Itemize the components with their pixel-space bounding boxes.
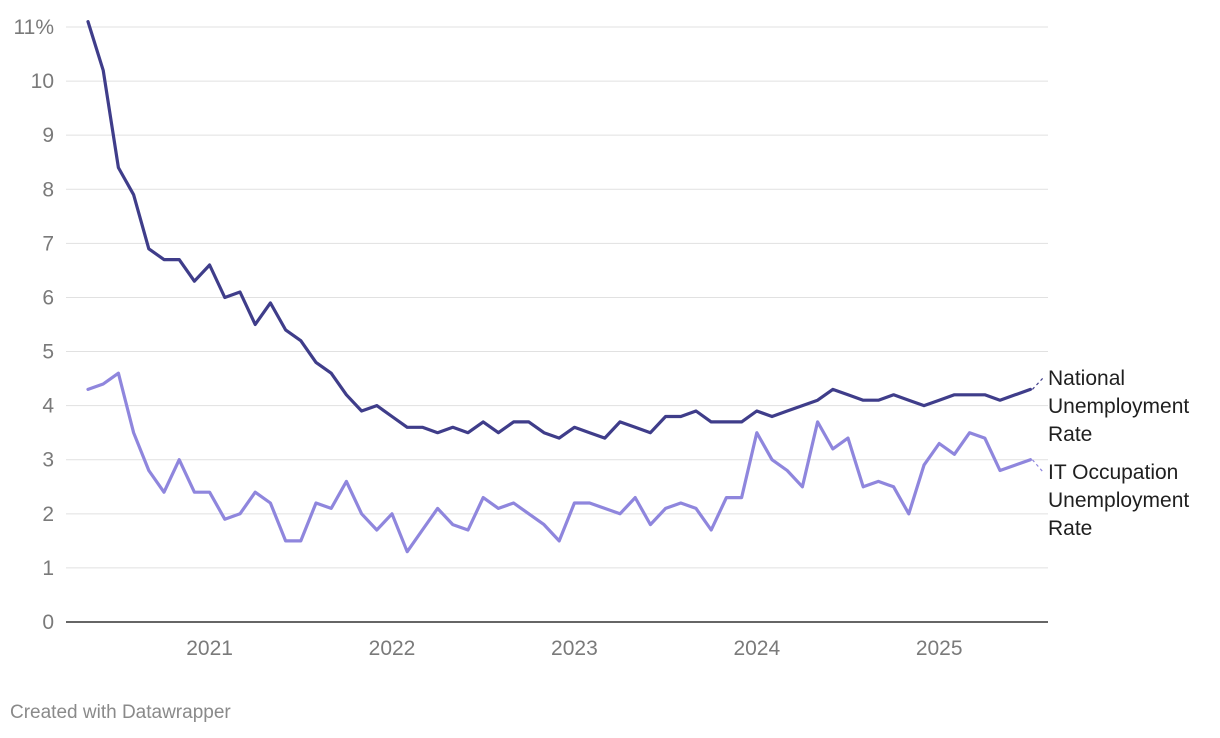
label-connector	[1031, 459, 1044, 473]
label-connector	[1031, 377, 1044, 390]
series-label: IT Occupation Unemployment Rate	[1048, 461, 1189, 540]
y-tick-label: 3	[42, 449, 54, 472]
series-label: National Unemployment Rate	[1048, 367, 1189, 446]
x-tick-label: 2024	[733, 637, 780, 660]
series-label-line: National	[1048, 367, 1125, 390]
credit-text: Created with Datawrapper	[10, 702, 231, 723]
series-line	[86, 371, 1033, 554]
y-tick-label: 7	[42, 232, 54, 255]
series-labels: National Unemployment Rate IT Occupation Une…	[1031, 367, 1189, 540]
y-tick-label: 4	[42, 395, 54, 418]
x-tick-label: 2025	[916, 637, 963, 660]
y-tick-label: 6	[42, 286, 54, 309]
y-tick-label: 5	[42, 341, 54, 364]
series-label-line: Rate	[1048, 423, 1092, 446]
series-lines	[86, 20, 1033, 554]
series-label-line: Unemployment	[1048, 395, 1189, 418]
series-label-line: Unemployment	[1048, 489, 1189, 512]
x-axis-tick-labels: 2021 2022 2023 2024 2025	[186, 637, 962, 660]
y-tick-label: 8	[42, 178, 54, 201]
y-tick-label: 2	[42, 503, 54, 526]
series-label-line: IT Occupation	[1048, 461, 1178, 484]
series-line	[86, 20, 1033, 440]
y-tick-label: 1	[42, 557, 54, 580]
gridlines	[66, 26, 1048, 569]
series-label-line: Rate	[1048, 517, 1092, 540]
y-tick-label: 9	[42, 124, 54, 147]
x-tick-label: 2023	[551, 637, 598, 660]
y-tick-label: 0	[42, 611, 54, 634]
y-tick-label: 10	[31, 70, 54, 93]
x-tick-label: 2022	[369, 637, 416, 660]
y-axis-tick-labels: 0 1 2 3 4 5 6 7 8 9 10 11%	[14, 16, 55, 634]
y-tick-label: 11%	[14, 16, 54, 39]
x-tick-label: 2021	[186, 637, 233, 660]
